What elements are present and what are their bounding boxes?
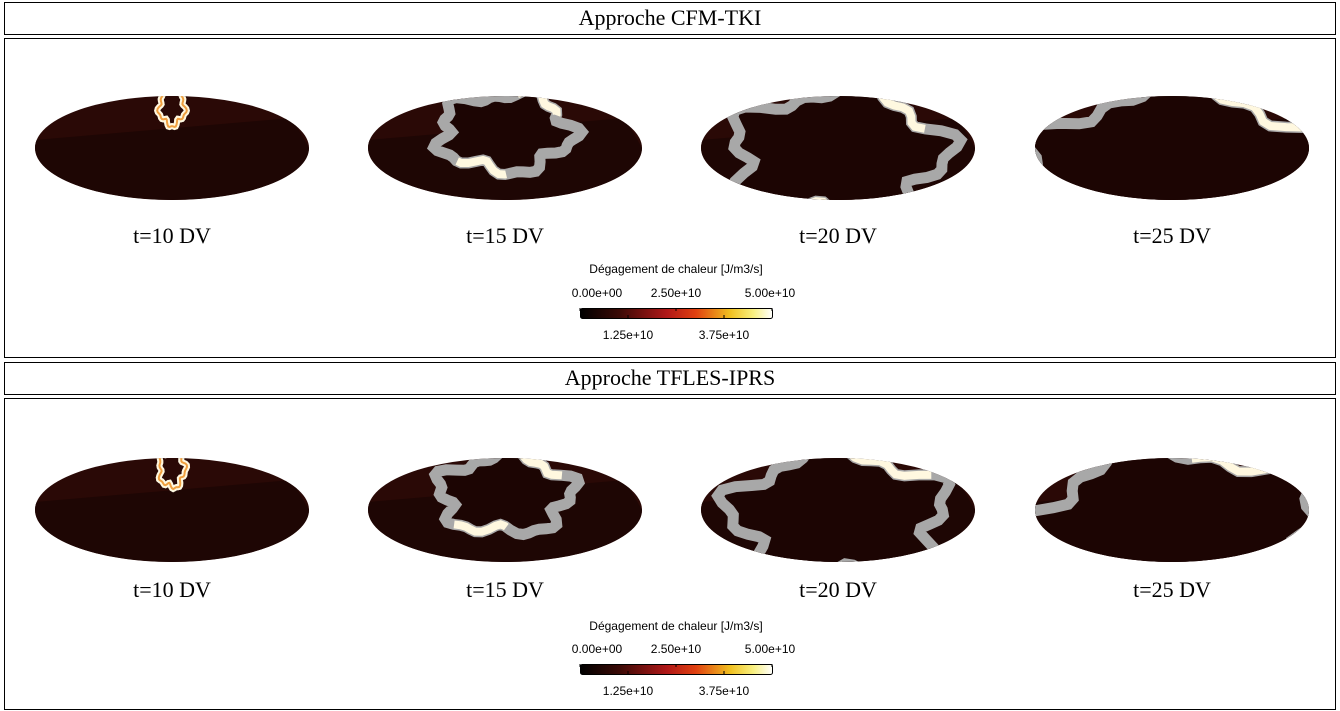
frame-label: t=25 DV: [1133, 223, 1211, 248]
frame-label: t=20 DV: [799, 577, 877, 602]
frame-label: t=10 DV: [133, 577, 211, 602]
colorbar-title: Dégagement de chaleur [J/m3/s]: [589, 619, 762, 633]
flame-front: [157, 88, 187, 127]
colorbar-tick-label: 1.25e+10: [603, 328, 654, 342]
frame-label: t=20 DV: [799, 223, 877, 248]
colorbar-tick-label: 3.75e+10: [699, 684, 750, 698]
colorbar-tick-label: 0.00e+00: [572, 642, 623, 656]
colorbar-tick-label: 0.00e+00: [572, 286, 623, 300]
colorbar-tick-label: 3.75e+10: [699, 328, 750, 342]
frame-label: t=15 DV: [466, 577, 544, 602]
flame-front: [435, 448, 579, 535]
panel-title: Approche CFM-TKI: [579, 5, 762, 30]
frame-label: t=25 DV: [1133, 577, 1211, 602]
flame-front: [159, 447, 187, 489]
colorbar-tick-label: 2.50e+10: [651, 286, 702, 300]
burnt-zone: [718, 440, 950, 580]
panel-title: Approche TFLES-IPRS: [565, 365, 775, 390]
flame-front: [718, 440, 950, 580]
colorbar-tick-label: 1.25e+10: [603, 684, 654, 698]
flame-front: [733, 80, 961, 220]
frame-label: t=15 DV: [466, 223, 544, 248]
colorbar-title: Dégagement de chaleur [J/m3/s]: [589, 262, 762, 276]
colorbar-tick-label: 5.00e+10: [745, 286, 796, 300]
frame-label: t=10 DV: [133, 223, 211, 248]
colorbar-tick-label: 2.50e+10: [651, 642, 702, 656]
burnt-zone: [733, 80, 961, 220]
figure: Approche CFM-TKI t=10 DV t=15 DV t=20 DV t=2…: [0, 0, 1340, 711]
colorbar-tick-label: 5.00e+10: [745, 642, 796, 656]
